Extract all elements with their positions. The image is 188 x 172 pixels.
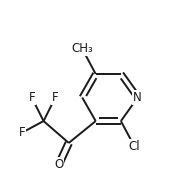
Text: O: O	[54, 158, 63, 171]
Text: Cl: Cl	[129, 140, 140, 153]
Text: F: F	[18, 126, 25, 139]
Text: F: F	[28, 91, 35, 104]
Text: CH₃: CH₃	[71, 42, 93, 55]
Text: F: F	[52, 91, 59, 104]
Text: N: N	[133, 91, 142, 104]
